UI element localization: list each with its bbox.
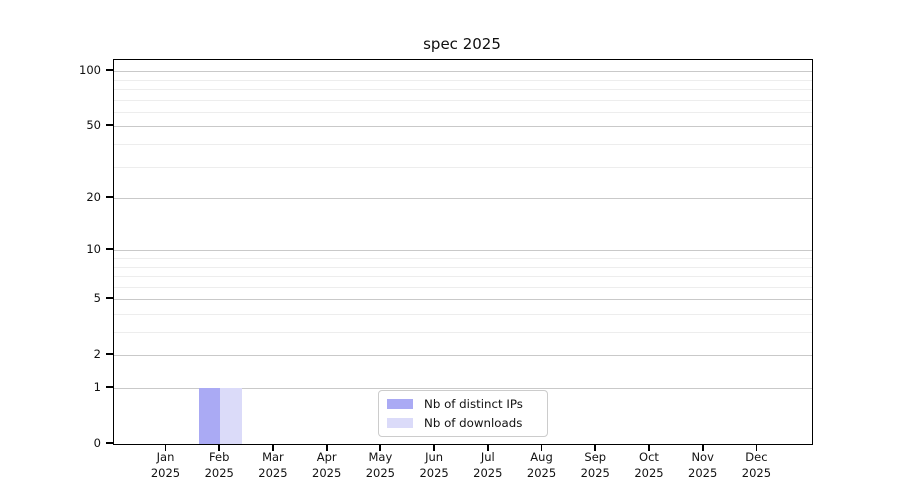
y-tick-mark [106, 442, 113, 444]
x-tick-mark [486, 444, 489, 451]
y-gridline-minor [114, 257, 812, 259]
y-gridline-major [114, 126, 812, 128]
x-tick-mark [379, 444, 382, 451]
x-tick-label: Nov 2025 [688, 450, 718, 480]
legend-label-distinct-ips: Nb of distinct IPs [424, 397, 523, 411]
y-tick-label: 5 [93, 291, 101, 306]
y-gridline-major [114, 250, 812, 252]
x-tick-mark [701, 444, 704, 451]
legend: Nb of distinct IPs Nb of downloads [378, 390, 548, 437]
x-tick-label: Jun 2025 [419, 450, 449, 480]
y-tick-mark [106, 124, 113, 127]
y-gridline-major [114, 299, 812, 301]
y-tick-label: 10 [86, 242, 101, 257]
x-tick-mark [272, 444, 274, 451]
x-tick-label: Aug 2025 [526, 450, 557, 480]
y-tick-label: 2 [93, 347, 101, 362]
y-tick-label: 0 [93, 436, 101, 450]
bar-nb-of-downloads [220, 388, 242, 444]
x-tick-mark [594, 444, 597, 451]
x-tick-label: Apr 2025 [312, 450, 342, 480]
y-tick-mark [106, 196, 113, 198]
x-tick-mark [540, 444, 543, 451]
y-tick-mark [106, 248, 113, 251]
x-tick-label: May 2025 [365, 450, 396, 480]
y-gridline-minor [114, 286, 812, 288]
x-tick-mark [218, 444, 221, 451]
x-tick-mark [755, 444, 758, 451]
x-tick-label: Sep 2025 [580, 450, 610, 480]
x-tick-label: Oct 2025 [634, 450, 664, 480]
x-tick-mark [164, 444, 167, 451]
y-gridline-minor [114, 111, 812, 113]
y-tick-label: 50 [86, 118, 101, 133]
y-gridline-major [114, 198, 812, 200]
chart-title: spec 2025 [423, 35, 501, 53]
y-tick-mark [106, 297, 113, 300]
y-gridline-minor [114, 276, 812, 278]
y-tick-label: 100 [79, 63, 101, 78]
y-gridline-major [114, 388, 812, 389]
y-tick-label: 20 [86, 190, 101, 205]
y-gridline-major [114, 71, 812, 73]
y-tick-mark [106, 353, 113, 356]
x-tick-mark [648, 444, 650, 451]
legend-swatch-downloads [387, 418, 413, 428]
y-gridline-minor [114, 99, 812, 101]
x-tick-label: Feb 2025 [204, 450, 234, 480]
y-gridline-minor [114, 79, 812, 81]
plot-area: Nb of distinct IPs Nb of downloads [113, 59, 813, 445]
x-tick-label: Dec 2025 [741, 450, 772, 480]
x-tick-label: Jan 2025 [150, 450, 181, 480]
bars-layer [114, 60, 812, 444]
y-tick-label: 1 [93, 380, 101, 394]
y-gridline-major [114, 355, 812, 357]
x-tick-label: Jul 2025 [473, 450, 503, 480]
y-gridline-minor [114, 144, 812, 145]
y-gridline-minor [114, 313, 812, 315]
legend-item-distinct-ips: Nb of distinct IPs [387, 397, 537, 411]
y-gridline-minor [114, 332, 812, 333]
y-tick-mark [106, 386, 113, 388]
y-tick-mark [106, 69, 113, 72]
legend-item-downloads: Nb of downloads [387, 416, 537, 430]
y-gridline-minor [114, 166, 812, 168]
x-tick-mark [325, 444, 328, 451]
legend-swatch-distinct-ips [387, 399, 413, 409]
y-gridline-minor [114, 266, 812, 268]
legend-label-downloads: Nb of downloads [424, 416, 523, 430]
y-gridline-minor [114, 89, 812, 90]
gridlines-layer [114, 60, 812, 444]
x-tick-label: Mar 2025 [258, 450, 288, 480]
bar-nb-of-distinct-ips [198, 388, 221, 444]
x-tick-mark [433, 444, 435, 451]
